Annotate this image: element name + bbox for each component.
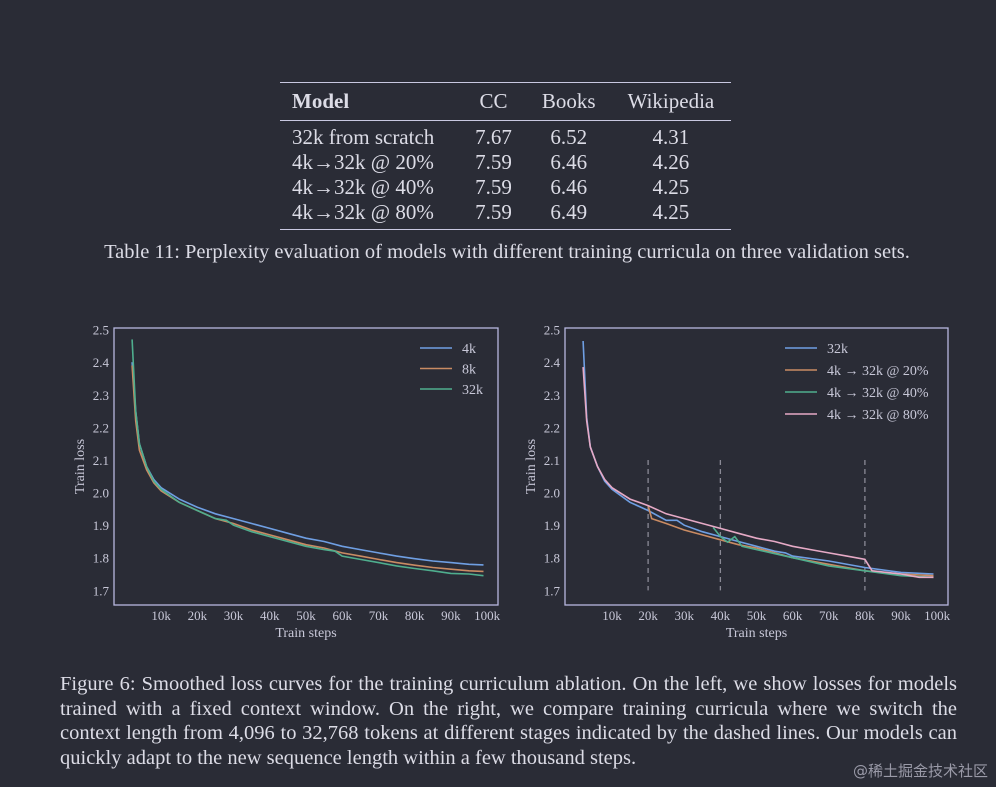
legend-label: 32k xyxy=(462,383,483,398)
y-tick-label: 2.5 xyxy=(93,323,109,338)
y-axis-label: Train loss xyxy=(524,439,539,494)
x-tick-label: 40k xyxy=(711,608,731,623)
x-tick-label: 60k xyxy=(332,608,352,623)
x-tick-label: 100k xyxy=(474,608,501,623)
x-tick-label: 40k xyxy=(260,608,280,623)
cell-value: 7.59 xyxy=(475,200,512,224)
x-tick-label: 80k xyxy=(405,608,425,623)
x-tick-label: 60k xyxy=(783,608,803,623)
y-tick-label: 2.1 xyxy=(93,453,109,468)
y-tick-label: 1.9 xyxy=(93,518,109,533)
table-row: 4k→32k @ 20% 7.59 6.46 4.26 xyxy=(280,150,731,175)
y-tick-label: 2.0 xyxy=(93,486,109,501)
y-tick-label: 2.3 xyxy=(93,388,109,403)
x-tick-label: 50k xyxy=(296,608,316,623)
x-tick-label: 100k xyxy=(924,608,951,623)
chart-right: 10k 20k 30k 40k 50k 60k 70k 80k 90k 100k 1.7 1.8 1.9… xyxy=(524,323,951,641)
header-cc: CC xyxy=(479,89,508,113)
cell-value: 7.59 xyxy=(475,150,512,174)
plot-frame xyxy=(113,327,499,606)
y-tick-label: 2.1 xyxy=(544,453,560,468)
y-axis-label: Train loss xyxy=(73,439,88,494)
x-tick-label: 70k xyxy=(369,608,389,623)
x-tick-label: 20k xyxy=(638,608,658,623)
cell-value: 4.25 xyxy=(652,200,690,224)
y-tick-label: 1.8 xyxy=(544,551,560,566)
x-tick-label: 90k xyxy=(441,608,461,623)
table-row: 32k from scratch 7.67 6.52 4.31 xyxy=(280,121,731,151)
watermark: @稀土掘金技术社区 xyxy=(852,762,988,780)
table-header-row: Model CC Books Wikipedia xyxy=(280,82,731,121)
x-tick-label: 30k xyxy=(224,608,244,623)
cell-value: 6.52 xyxy=(550,125,588,149)
y-tick-label: 1.7 xyxy=(544,583,561,598)
series-line xyxy=(131,362,484,566)
x-tick-label: 30k xyxy=(674,608,694,623)
header-books: Books xyxy=(541,89,596,113)
header-model: Model xyxy=(292,89,350,113)
y-tick-label: 1.7 xyxy=(93,583,110,598)
series-line xyxy=(647,505,934,577)
chart-left: 10k 20k 30k 40k 50k 60k 70k 80k 90k 100k 1.7 1.8 1.9… xyxy=(73,323,501,641)
cell-value: 4.25 xyxy=(652,175,690,199)
legend-label: 4k → 32k @ 20% xyxy=(827,364,929,379)
y-tick-label: 2.4 xyxy=(544,355,561,370)
x-tick-label: 20k xyxy=(188,608,208,623)
cell-value: 6.49 xyxy=(550,200,588,224)
y-tick-label: 2.4 xyxy=(93,355,110,370)
figure-caption: Figure 6: Smoothed loss curves for the t… xyxy=(60,673,957,769)
cell-model: 4k→32k @ 20% xyxy=(292,150,434,174)
series-line xyxy=(131,365,484,573)
y-tick-label: 2.2 xyxy=(93,420,109,435)
cell-value: 7.59 xyxy=(475,175,512,199)
x-axis-label: Train steps xyxy=(275,626,336,641)
x-tick-label: 90k xyxy=(891,608,911,623)
y-tick-label: 2.3 xyxy=(544,388,560,403)
cell-model: 4k→32k @ 80% xyxy=(292,200,434,224)
legend-label: 32k xyxy=(827,342,848,357)
legend-label: 4k → 32k @ 80% xyxy=(827,408,929,423)
table-row: 4k→32k @ 40% 7.59 6.46 4.25 xyxy=(280,175,731,200)
y-tick-label: 2.2 xyxy=(544,420,560,435)
perplexity-table: Model CC Books Wikipedia 32k from scratc… xyxy=(280,82,731,230)
x-tick-label: 10k xyxy=(151,608,171,623)
y-tick-label: 1.9 xyxy=(544,518,560,533)
x-tick-label: 80k xyxy=(855,608,875,623)
y-tick-label: 2.0 xyxy=(544,486,560,501)
legend-label: 4k xyxy=(462,342,476,357)
header-wikipedia: Wikipedia xyxy=(627,89,715,113)
x-axis-label: Train steps xyxy=(726,626,787,641)
x-tick-label: 50k xyxy=(747,608,767,623)
table-row: 4k→32k @ 80% 7.59 6.49 4.25 xyxy=(280,200,731,230)
series-line xyxy=(582,367,934,579)
legend-label: 4k → 32k @ 40% xyxy=(827,386,929,401)
cell-value: 4.31 xyxy=(652,125,690,149)
cell-value: 4.26 xyxy=(652,150,690,174)
y-tick-label: 2.5 xyxy=(544,323,560,338)
x-tick-label: 70k xyxy=(819,608,839,623)
cell-value: 7.67 xyxy=(475,125,512,149)
y-tick-label: 1.8 xyxy=(93,551,109,566)
table-caption: Table 11: Perplexity evaluation of model… xyxy=(104,241,910,263)
cell-value: 6.46 xyxy=(550,150,588,174)
plot-frame xyxy=(564,327,949,606)
x-tick-label: 10k xyxy=(602,608,622,623)
cell-model: 32k from scratch xyxy=(292,125,435,149)
series-line xyxy=(131,339,484,577)
cell-model: 4k→32k @ 40% xyxy=(292,175,434,199)
legend-label: 8k xyxy=(462,363,476,378)
series-line xyxy=(712,526,934,579)
cell-value: 6.46 xyxy=(550,175,588,199)
